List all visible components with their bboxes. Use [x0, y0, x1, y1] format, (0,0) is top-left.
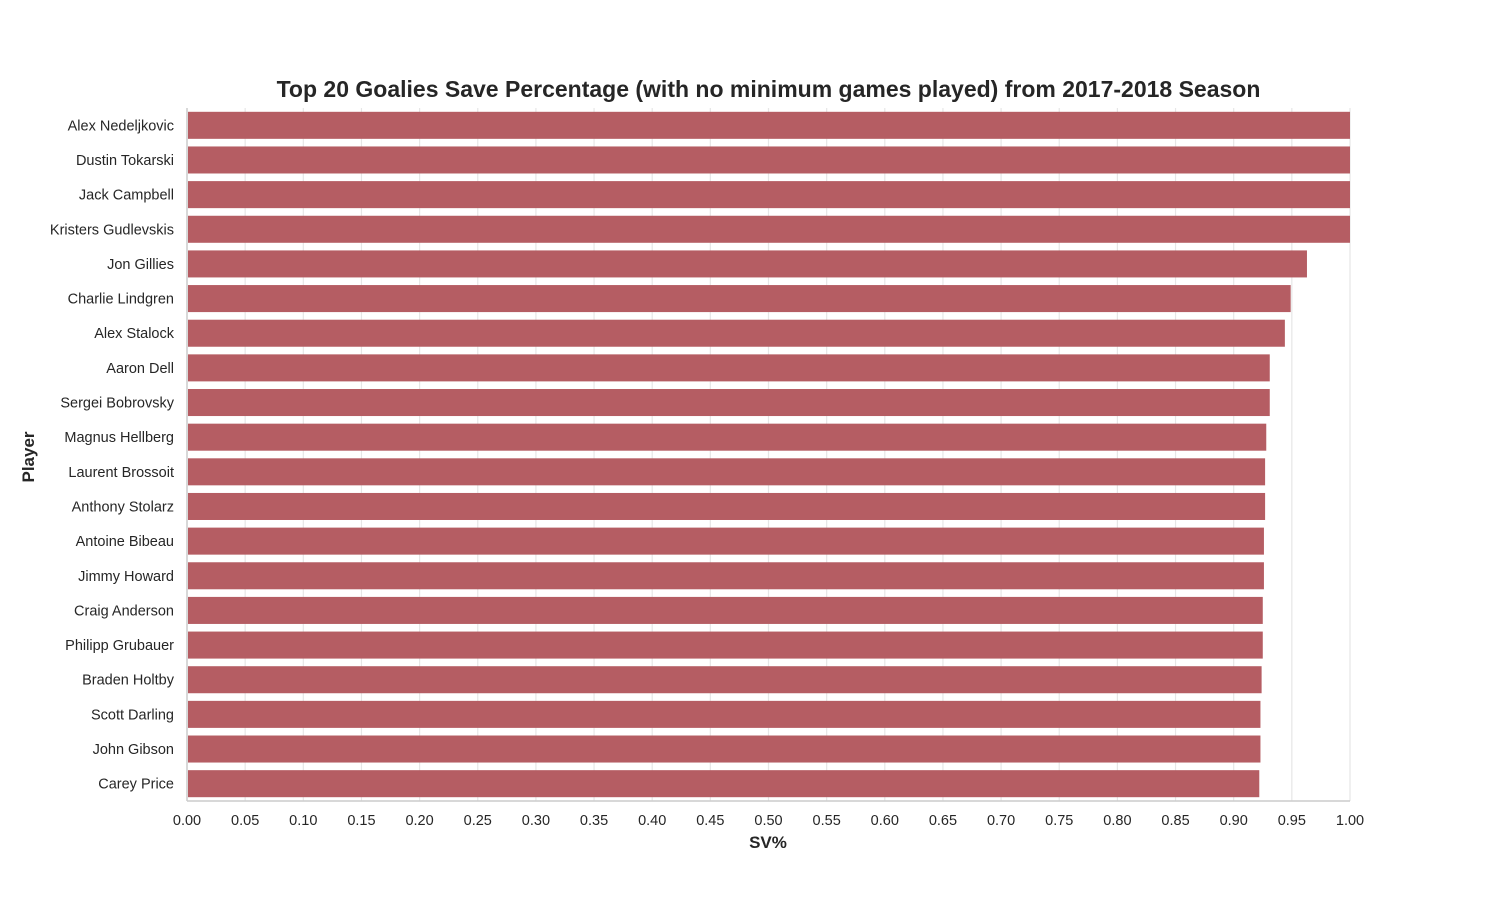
- y-tick-label: Craig Anderson: [74, 603, 174, 619]
- bars: [188, 111, 1350, 798]
- bar: [188, 735, 1261, 763]
- bar: [188, 423, 1267, 451]
- x-tick-label: 1.00: [1336, 813, 1364, 829]
- y-tick-label: Alex Nedeljkovic: [68, 118, 174, 134]
- y-tick-label: Braden Holtby: [82, 673, 175, 689]
- bar: [188, 250, 1307, 278]
- bar: [188, 700, 1261, 728]
- x-tick-label: 0.40: [638, 813, 666, 829]
- y-tick-label: Jon Gillies: [107, 257, 174, 273]
- x-tick-label: 0.65: [929, 813, 957, 829]
- bar: [188, 354, 1270, 382]
- bar: [188, 285, 1291, 313]
- y-tick-label: Kristers Gudlevskis: [50, 222, 174, 238]
- y-tick-label: Antoine Bibeau: [76, 534, 174, 550]
- y-tick-label: Sergei Bobrovsky: [60, 396, 174, 412]
- bar: [188, 666, 1262, 694]
- y-tick-label: Jimmy Howard: [78, 569, 174, 585]
- bar: [188, 631, 1263, 659]
- y-tick-label: Anthony Stolarz: [72, 499, 174, 515]
- y-tick-label: Laurent Brossoit: [68, 465, 174, 481]
- bar: [188, 181, 1350, 209]
- y-tick-labels: Alex Nedeljkovic Dustin Tokarski Jack Camp…: [50, 118, 175, 792]
- x-tick-label: 0.85: [1161, 813, 1189, 829]
- grid-lines: [186, 108, 1351, 801]
- x-tick-label: 0.10: [289, 813, 317, 829]
- x-tick-label: 0.45: [696, 813, 724, 829]
- axes: [186, 108, 1350, 802]
- bar: [188, 215, 1350, 243]
- x-tick-label: 0.80: [1103, 813, 1131, 829]
- bar: [188, 770, 1260, 798]
- x-tick-label: 0.70: [987, 813, 1015, 829]
- x-tick-label: 0.20: [405, 813, 433, 829]
- y-tick-label: Magnus Hellberg: [64, 430, 174, 446]
- bar: [188, 562, 1264, 590]
- x-tick-label: 0.50: [754, 813, 782, 829]
- y-tick-label: Charlie Lindgren: [68, 292, 174, 308]
- y-tick-label: Dustin Tokarski: [76, 153, 174, 169]
- x-tick-label: 0.15: [347, 813, 375, 829]
- x-tick-label: 0.95: [1278, 813, 1306, 829]
- x-tick-label: 0.90: [1220, 813, 1248, 829]
- bar: [188, 146, 1350, 174]
- x-tick-label: 0.00: [173, 813, 201, 829]
- y-tick-label: Scott Darling: [91, 707, 174, 723]
- x-axis-label: SV%: [749, 833, 787, 852]
- bar: [188, 527, 1264, 555]
- bar: [188, 596, 1263, 624]
- y-tick-label: Alex Stalock: [94, 326, 175, 342]
- x-tick-label: 0.55: [813, 813, 841, 829]
- bar: [188, 319, 1285, 347]
- bar: [188, 111, 1350, 139]
- y-tick-label: John Gibson: [93, 742, 174, 758]
- x-tick-labels: 0.00 0.05 0.10 0.15 0.20 0.25 0.30 0.35 0.40 0.45…: [173, 813, 1364, 829]
- x-tick-label: 0.30: [522, 813, 550, 829]
- y-tick-label: Jack Campbell: [79, 188, 174, 204]
- y-tick-label: Philipp Grubauer: [65, 638, 174, 654]
- x-tick-label: 0.25: [464, 813, 492, 829]
- y-tick-label: Carey Price: [98, 777, 174, 793]
- x-tick-label: 0.35: [580, 813, 608, 829]
- bar: [188, 458, 1266, 486]
- chart-title: Top 20 Goalies Save Percentage (with no …: [276, 76, 1261, 102]
- bar: [188, 492, 1266, 520]
- y-axis-label: Player: [19, 431, 38, 482]
- x-tick-label: 0.75: [1045, 813, 1073, 829]
- x-tick-label: 0.05: [231, 813, 259, 829]
- x-tick-label: 0.60: [871, 813, 899, 829]
- y-tick-label: Aaron Dell: [106, 361, 174, 377]
- bar: [188, 389, 1270, 417]
